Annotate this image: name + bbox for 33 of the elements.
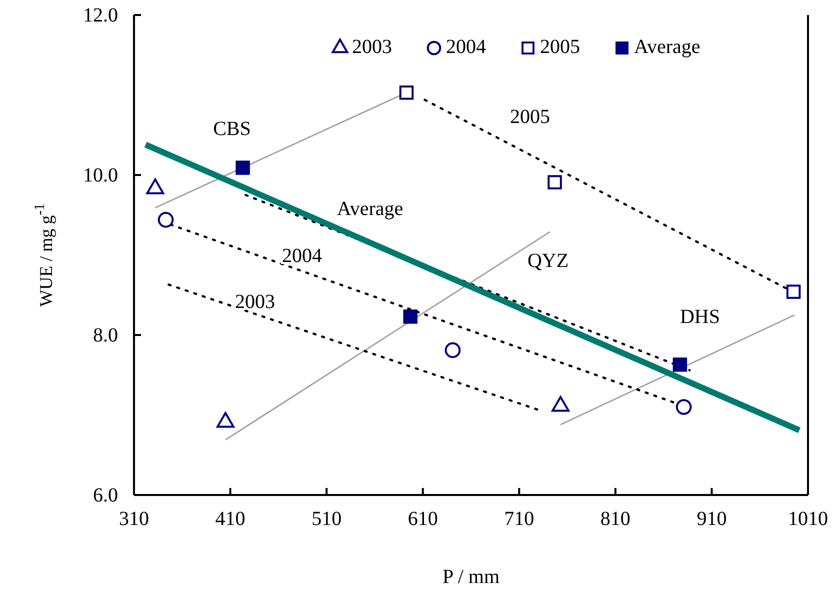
point bbox=[158, 212, 174, 228]
x-tick-label: 610 bbox=[408, 508, 438, 530]
x-tick-label: 810 bbox=[600, 508, 630, 530]
point bbox=[548, 175, 562, 190]
x-tick-label: 710 bbox=[504, 508, 534, 530]
x-tick-label: 910 bbox=[696, 508, 727, 530]
point bbox=[236, 160, 250, 175]
point bbox=[676, 399, 692, 415]
legend-label: Average bbox=[634, 36, 700, 58]
point bbox=[786, 284, 801, 299]
annotation: DHS bbox=[680, 306, 720, 328]
x-axis-title: P / mm bbox=[442, 566, 500, 588]
y-tick-label: 10.0 bbox=[83, 164, 118, 186]
legend-label: 2004 bbox=[446, 36, 486, 58]
y-tick-label: 12.0 bbox=[83, 4, 118, 26]
annotation: CBS bbox=[213, 118, 251, 140]
x-tick-label: 310 bbox=[119, 508, 149, 530]
annotation: 2003 bbox=[235, 290, 275, 313]
y-tick-label: 6.0 bbox=[93, 484, 118, 506]
point bbox=[672, 357, 688, 372]
legend-label: 2005 bbox=[540, 36, 580, 58]
x-tick-label: 510 bbox=[312, 508, 342, 530]
x-tick-label: 410 bbox=[215, 508, 246, 530]
point bbox=[399, 85, 414, 100]
annotation: QYZ bbox=[527, 250, 569, 272]
legend-label: 2003 bbox=[352, 36, 392, 58]
y-tick-label: 8.0 bbox=[93, 324, 118, 346]
point bbox=[403, 309, 418, 324]
annotation: 2005 bbox=[510, 106, 550, 128]
point bbox=[444, 342, 461, 358]
annotation: 2004 bbox=[282, 244, 322, 267]
x-tick-label: 1010 bbox=[788, 508, 828, 530]
annotation: Average bbox=[336, 198, 404, 220]
